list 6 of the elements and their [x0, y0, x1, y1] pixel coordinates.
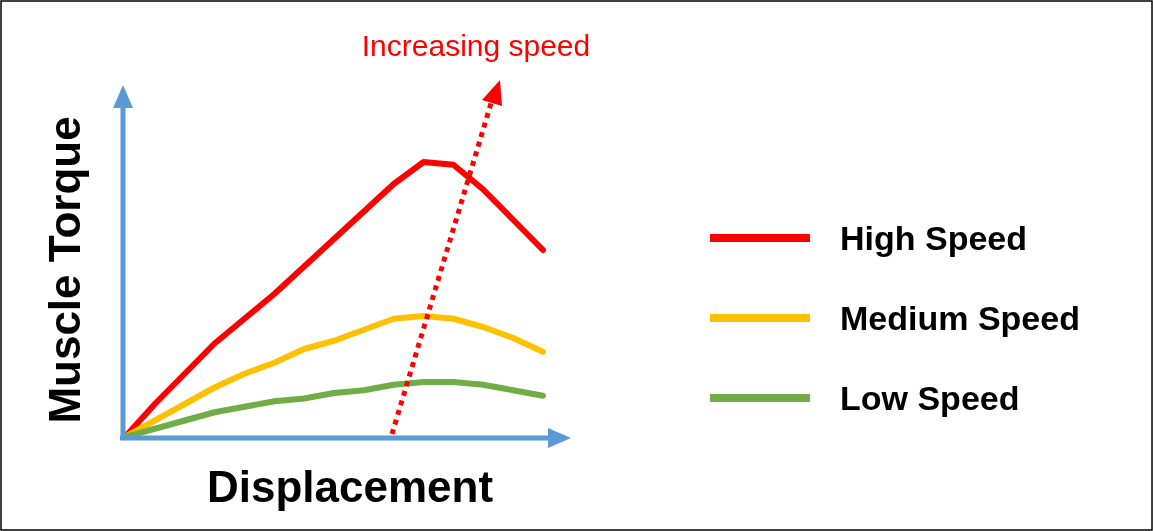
y-axis-title: Muscle Torque [40, 116, 89, 424]
legend-label: Medium Speed [840, 299, 1080, 337]
text: Increasing speed [361, 29, 591, 62]
x-axis-title: Displacement [206, 462, 494, 511]
legend-label: Low Speed [840, 379, 1020, 417]
legend-label: High Speed [840, 219, 1028, 257]
